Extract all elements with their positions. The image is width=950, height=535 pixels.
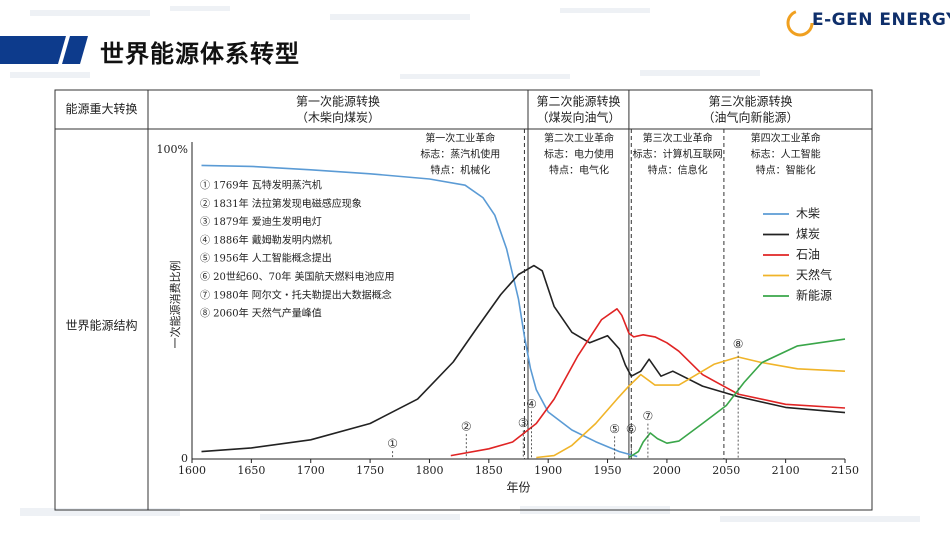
era-note-mark: 标志：计算机互联网	[633, 148, 723, 161]
era-note-mark: 标志：蒸汽机使用	[420, 148, 500, 161]
company-logo-text: E-GEN ENERGY	[812, 10, 950, 30]
era-note-title: 第四次工业革命	[751, 132, 821, 145]
x-tick-label: 1900	[534, 464, 562, 477]
x-tick-label: 1600	[178, 464, 206, 477]
event-marker: ④	[526, 397, 537, 411]
legend-label: 石油	[796, 248, 820, 262]
page-title: 世界能源体系转型	[100, 40, 300, 68]
company-logo	[786, 9, 814, 37]
event-list-item: ⑤ 1956年 人工智能概念提出	[200, 252, 332, 265]
x-tick-label: 2050	[712, 464, 740, 477]
body-row-label: 世界能源结构	[65, 318, 137, 333]
table-frame	[54, 89, 873, 511]
series-line-新能源	[628, 338, 846, 459]
transition-title: 第一次能源转换	[296, 94, 380, 109]
event-marker: ⑦	[643, 409, 654, 423]
title-accent-bar	[0, 36, 88, 64]
x-axis-label: 年份	[506, 481, 530, 495]
era-note-feature: 特点：电气化	[549, 164, 609, 177]
x-tick-label: 1850	[475, 464, 503, 477]
x-tick-label: 2100	[772, 464, 800, 477]
event-list-item: ④ 1886年 戴姆勒发明内燃机	[200, 233, 332, 246]
event-list-item: ⑦ 1980年 阿尔文・托夫勒提出大数据概念	[200, 288, 392, 301]
event-marker: ②	[461, 420, 472, 434]
legend-label: 新能源	[796, 288, 832, 303]
event-list-item: ② 1831年 法拉第发现电磁感应现象	[200, 197, 362, 210]
era-note-feature: 特点：机械化	[430, 164, 490, 177]
x-tick-label: 1750	[356, 464, 384, 477]
event-marker: ③	[518, 416, 529, 430]
y-tick-label: 100%	[157, 143, 188, 156]
event-list-item: ⑧ 2060年 天然气产量峰值	[200, 307, 322, 320]
x-tick-label: 1950	[594, 464, 622, 477]
x-tick-label: 1700	[297, 464, 325, 477]
legend-label: 天然气	[796, 267, 832, 282]
transition-subtitle: （煤炭向油气）	[536, 110, 620, 125]
x-tick-label: 1650	[237, 464, 265, 477]
series-line-石油	[450, 308, 846, 457]
event-marker: ⑧	[733, 337, 744, 351]
series-line-煤炭	[201, 264, 846, 453]
y-axis-label: 一次能源消费比例	[168, 261, 182, 349]
transition-subtitle: （油气向新能源）	[702, 110, 798, 125]
x-tick-label: 1800	[415, 464, 443, 477]
header-row-label: 能源重大转换	[65, 101, 137, 116]
event-list-item: ⑥ 20世纪60、70年 美国航天燃料电池应用	[200, 270, 395, 283]
x-tick-label: 2150	[831, 464, 859, 477]
series-line-木柴	[201, 164, 638, 458]
era-note-title: 第一次工业革命	[425, 132, 495, 145]
event-marker: ⑤	[609, 422, 620, 436]
transition-subtitle: （木柴向煤炭）	[296, 110, 380, 125]
event-marker: ①	[387, 437, 398, 451]
era-note-feature: 特点：智能化	[756, 164, 816, 177]
series-line-天然气	[536, 356, 846, 459]
era-note-feature: 特点：信息化	[648, 164, 708, 177]
era-note-title: 第三次工业革命	[643, 132, 713, 145]
transition-title: 第三次能源转换	[708, 94, 792, 109]
logo-swirl-icon	[786, 9, 814, 37]
era-note-mark: 标志：电力使用	[544, 148, 614, 161]
era-note-mark: 标志：人工智能	[751, 148, 821, 161]
legend-label: 木柴	[796, 207, 820, 221]
event-list-item: ③ 1879年 爱迪生发明电灯	[200, 215, 322, 228]
x-tick-label: 2000	[653, 464, 681, 477]
event-marker: ⑥	[626, 422, 637, 436]
y-tick-label: 0	[181, 452, 188, 465]
transition-title: 第二次能源转换	[536, 94, 620, 109]
event-list-item: ① 1769年 瓦特发明蒸汽机	[200, 179, 322, 192]
era-note-title: 第二次工业革命	[544, 132, 614, 145]
legend-label: 煤炭	[796, 227, 820, 241]
